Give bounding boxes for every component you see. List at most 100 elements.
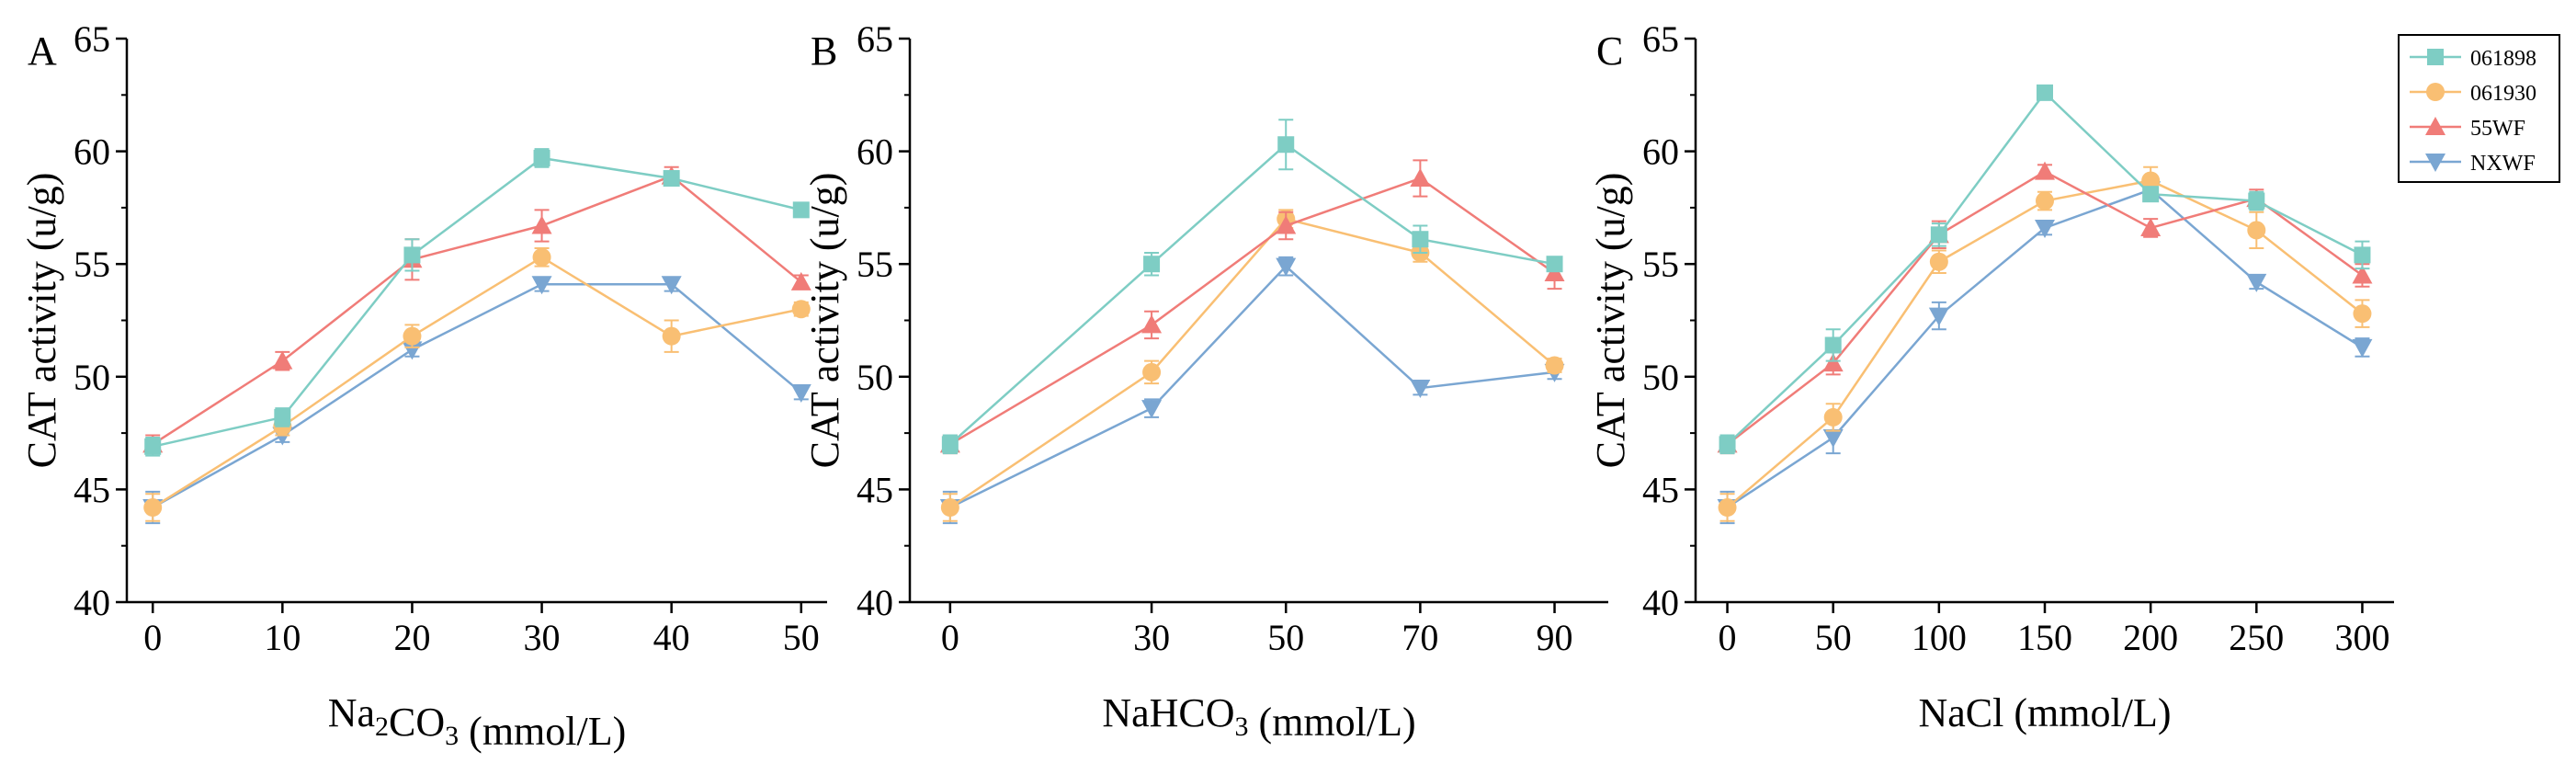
series-061930 [1718, 165, 2372, 522]
x-axis-title-mid: CO [389, 700, 445, 745]
x-axis-title: NaCl (mmol/L) [1919, 690, 2172, 735]
y-tick-label: 50 [857, 357, 893, 398]
x-tick-label: 50 [1815, 617, 1852, 658]
series-55WF [142, 165, 811, 455]
data-point-061930 [2036, 191, 2054, 211]
x-tick-label: 50 [1267, 617, 1304, 658]
data-point-NXWF [1928, 307, 1949, 326]
data-point-061898 [663, 170, 680, 188]
x-axis-title-post: (mmol/L) [2003, 690, 2171, 735]
legend-label: NXWF [2470, 152, 2536, 176]
data-point-NXWF [531, 276, 552, 295]
x-tick-label: 200 [2123, 617, 2178, 658]
x-axis-title-pre: Na [328, 690, 375, 735]
series-line-061898 [949, 142, 1555, 446]
data-point-061898 [533, 149, 550, 166]
data-point-NXWF [402, 341, 423, 360]
data-point-061930 [143, 498, 163, 518]
data-point-NXWF [790, 383, 811, 403]
legend-box [2398, 34, 2560, 183]
x-tick-label: 10 [264, 617, 301, 658]
series-NXWF [142, 276, 811, 525]
legend: 061898 061930 55WF NXWF [2398, 34, 2560, 183]
data-point-061930 [1142, 362, 1162, 382]
y-axis-title: CAT activity (u/g) [19, 173, 64, 469]
x-tick-label: 20 [393, 617, 430, 658]
x-tick-label: 70 [1401, 617, 1438, 658]
data-point-061898 [1719, 436, 1736, 453]
x-axis-title-sub2: 3 [445, 721, 459, 751]
chart-panel-C: 40 45 50 55 60 65 0 50 100 150 200 250 300 CAT activi… [1588, 18, 2394, 735]
series-NXWF [939, 256, 1565, 525]
data-point-NXWF [2246, 273, 2267, 292]
data-point-061898 [403, 246, 421, 264]
series-061898 [941, 119, 1563, 455]
data-point-NXWF [2035, 219, 2055, 238]
x-tick-label: 300 [2334, 617, 2389, 658]
data-point-061898 [1277, 136, 1295, 154]
x-tick-label: 0 [941, 617, 959, 658]
series-55WF [939, 159, 1565, 455]
data-point-061898 [1143, 256, 1161, 273]
y-tick-label: 65 [857, 18, 893, 60]
data-point-061930 [791, 300, 811, 319]
legend-item-NXWF: NXWF [2410, 152, 2536, 176]
legend-marker [2427, 49, 2444, 65]
data-point-061930 [662, 326, 681, 346]
x-tick-label: 30 [1133, 617, 1170, 658]
y-tick-label: 40 [1642, 582, 1679, 623]
x-tick-label: 0 [1719, 617, 1737, 658]
data-point-061930 [2141, 171, 2161, 190]
x-axis-title-pre: NaCl [1919, 690, 2004, 735]
data-point-061898 [1412, 231, 1429, 248]
data-point-061898 [1824, 336, 1842, 354]
x-tick-label: 250 [2229, 617, 2284, 658]
series-line-NXWF [949, 264, 1555, 509]
x-tick-label: 150 [2017, 617, 2072, 658]
legend-marker [2425, 117, 2445, 135]
x-axis-title-sub2: 3 [1235, 712, 1249, 742]
data-point-55WF [272, 350, 293, 370]
legend-marker [2425, 154, 2445, 172]
data-point-NXWF [1276, 257, 1297, 277]
chart-panel-B: 40 45 50 55 60 65 0 30 50 70 90 CAT activity (u/g) N… [802, 18, 1608, 745]
data-point-061898 [941, 436, 959, 453]
x-tick-label: 50 [783, 617, 820, 658]
series-line-061930 [152, 256, 802, 509]
data-point-55WF [1276, 215, 1297, 234]
y-axis-title: CAT activity (u/g) [802, 173, 847, 469]
x-axis-title-post: (mmol/L) [1249, 700, 1416, 745]
data-point-55WF [1141, 314, 1163, 334]
series-061898 [1719, 84, 2371, 455]
data-point-061930 [1545, 356, 1564, 375]
data-point-NXWF [2352, 338, 2373, 358]
legend-marker [2426, 83, 2445, 101]
y-tick-label: 60 [74, 131, 110, 173]
y-tick-label: 50 [1642, 357, 1679, 398]
data-point-55WF [531, 215, 552, 234]
data-point-55WF [2140, 217, 2162, 236]
series-line-55WF [152, 175, 802, 446]
legend-label: 061898 [2470, 47, 2536, 71]
x-axis-title: NaHCO3 (mmol/L) [1102, 690, 1415, 745]
data-point-55WF [2352, 265, 2373, 284]
series-NXWF [1717, 179, 2373, 525]
y-tick-label: 65 [74, 18, 110, 60]
panel-label-B: B [811, 28, 837, 74]
data-point-061930 [403, 326, 422, 346]
y-tick-label: 55 [1642, 244, 1679, 285]
data-point-061930 [1823, 407, 1843, 427]
data-point-061930 [1929, 252, 1948, 271]
y-tick-label: 40 [857, 582, 893, 623]
series-line-NXWF [152, 283, 802, 509]
data-point-55WF [790, 271, 811, 290]
x-axis-title-post: (mmol/L) [459, 709, 626, 754]
data-point-061930 [2353, 304, 2372, 324]
data-point-061898 [2142, 186, 2160, 203]
data-point-061898 [274, 408, 291, 426]
y-tick-label: 60 [1642, 131, 1679, 173]
data-point-NXWF [1822, 429, 1844, 449]
y-axis-title: CAT activity (u/g) [1588, 173, 1633, 469]
data-point-55WF [1410, 168, 1431, 188]
